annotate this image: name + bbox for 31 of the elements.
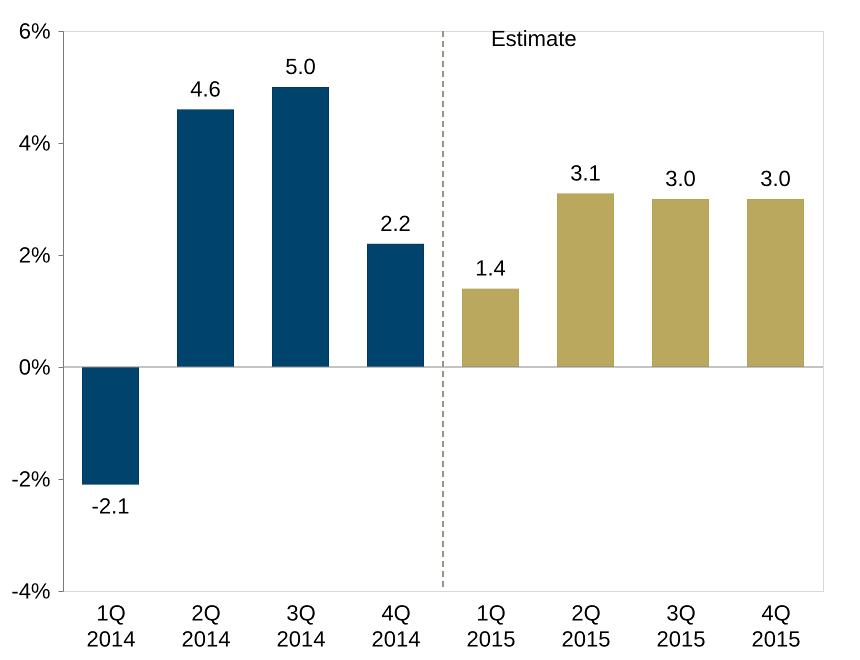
bar bbox=[747, 199, 804, 367]
data-label: 3.0 bbox=[665, 166, 696, 191]
y-tick-label: 2% bbox=[18, 242, 50, 268]
x-tick-label: 2Q 2014 bbox=[182, 600, 230, 652]
bar bbox=[462, 288, 519, 367]
data-label: 2.2 bbox=[380, 210, 411, 236]
x-tick-label: 4Q 2014 bbox=[372, 600, 420, 652]
x-tick-label: 3Q 2015 bbox=[656, 600, 706, 652]
y-tick-label: 6% bbox=[18, 18, 50, 44]
bar bbox=[177, 109, 234, 367]
data-label: -2.1 bbox=[92, 494, 130, 519]
x-tick-label: 1Q 2014 bbox=[86, 600, 136, 652]
bar bbox=[272, 87, 329, 367]
x-tick-label: 1Q 2015 bbox=[466, 600, 516, 652]
bar bbox=[652, 199, 709, 367]
y-tick-label: 0% bbox=[18, 354, 50, 380]
y-tick-label: -4% bbox=[11, 578, 50, 604]
y-tick-label: -2% bbox=[11, 466, 50, 492]
data-label: 1.4 bbox=[475, 256, 506, 281]
bar bbox=[557, 193, 614, 367]
x-tick-label: 3Q 2014 bbox=[276, 600, 326, 652]
y-tick-label: 4% bbox=[18, 130, 50, 156]
data-label: 4.6 bbox=[190, 76, 221, 102]
data-label: 5.0 bbox=[285, 54, 316, 79]
bar bbox=[367, 244, 424, 367]
data-label: 3.1 bbox=[570, 160, 601, 186]
ref-line-label: Estimate bbox=[491, 26, 577, 51]
x-tick-label: 4Q 2015 bbox=[752, 600, 800, 652]
bar bbox=[82, 367, 139, 485]
x-tick-label: 2Q 2015 bbox=[562, 600, 610, 652]
data-label: 3.0 bbox=[760, 166, 791, 191]
